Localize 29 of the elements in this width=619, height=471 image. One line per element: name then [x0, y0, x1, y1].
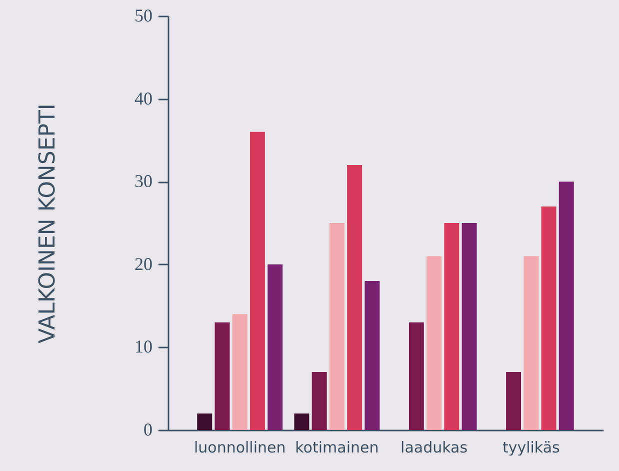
x-tick-label: laadukas [400, 438, 468, 456]
bar [197, 413, 212, 430]
y-tick-label: 40 [134, 88, 152, 108]
bar [541, 206, 556, 430]
x-tick-label: tyylikäs [502, 438, 560, 456]
bar [347, 165, 362, 430]
bar [558, 182, 574, 430]
x-tick-label: luonnollinen [194, 438, 286, 456]
y-tick-label: 20 [134, 254, 152, 274]
y-tick-label: 50 [134, 6, 152, 26]
bar [426, 256, 442, 430]
bar [524, 256, 539, 430]
bar [312, 372, 327, 430]
bar [408, 322, 424, 430]
bar [214, 322, 230, 430]
bar [462, 223, 477, 430]
bar [364, 280, 380, 430]
bar [232, 314, 248, 430]
y-tick-label: 0 [144, 420, 152, 440]
y-axis-title: VALKOINEN KONSEPTI [36, 104, 60, 344]
y-tick-label: 10 [134, 336, 152, 357]
bar [506, 372, 522, 430]
bar [444, 223, 460, 430]
bar [268, 264, 283, 430]
x-tick-label: kotimainen [295, 438, 379, 456]
bar [294, 413, 310, 430]
bar [329, 223, 344, 430]
y-tick-label: 30 [134, 171, 152, 192]
bar [250, 132, 265, 430]
